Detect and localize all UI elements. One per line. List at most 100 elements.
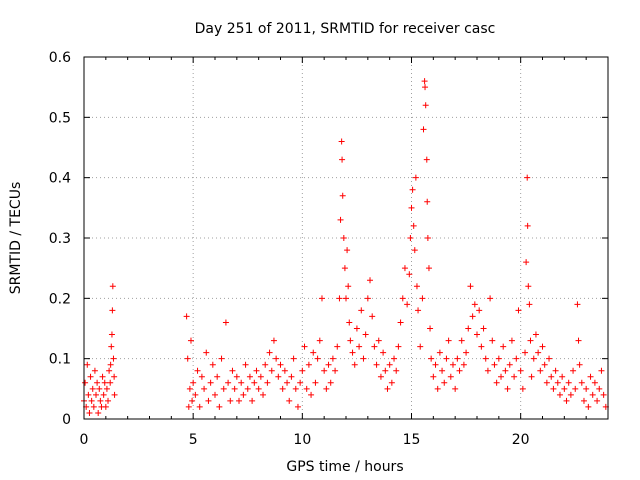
tick-labels: 0 5 10 15 20 0 0.1 0.2 0.3 0.4 0.5 0.6 — [49, 50, 530, 448]
data-point — [329, 355, 336, 362]
data-point — [550, 385, 557, 392]
data-point — [427, 325, 434, 332]
data-point — [107, 379, 114, 386]
data-point — [214, 373, 221, 380]
data-point — [399, 295, 406, 302]
data-point — [286, 397, 293, 404]
data-point — [186, 385, 193, 392]
data-point — [519, 385, 526, 392]
data-point — [525, 283, 532, 290]
data-point — [266, 349, 273, 356]
data-point — [362, 331, 369, 338]
data-point — [541, 361, 548, 368]
data-point — [449, 361, 456, 368]
data-point — [225, 379, 232, 386]
data-point — [469, 313, 476, 320]
data-point — [454, 355, 461, 362]
data-point — [552, 367, 559, 374]
data-point — [369, 313, 376, 320]
data-point — [576, 361, 583, 368]
y-tick-label: 0.1 — [49, 352, 71, 368]
data-point — [598, 367, 605, 374]
data-point — [404, 301, 411, 308]
data-point — [526, 301, 533, 308]
data-point — [575, 337, 582, 344]
data-point — [349, 349, 356, 356]
data-point — [367, 277, 374, 284]
data-point — [484, 367, 491, 374]
data-point — [192, 391, 199, 398]
data-point — [242, 361, 249, 368]
data-point — [264, 379, 271, 386]
data-point — [386, 361, 393, 368]
data-point — [471, 301, 478, 308]
data-point — [420, 126, 427, 133]
data-point — [246, 373, 253, 380]
data-point — [222, 319, 229, 326]
data-point — [528, 373, 535, 380]
data-point — [270, 337, 277, 344]
data-point — [424, 198, 431, 205]
data-point — [273, 355, 280, 362]
data-point — [458, 337, 465, 344]
data-point — [344, 247, 351, 254]
data-point — [94, 379, 101, 386]
data-point — [220, 385, 227, 392]
data-point — [194, 367, 201, 374]
data-point — [395, 343, 402, 350]
data-point — [236, 397, 243, 404]
data-point — [570, 367, 577, 374]
data-point — [87, 373, 94, 380]
data-point — [587, 373, 594, 380]
data-point — [546, 355, 553, 362]
data-point — [305, 361, 312, 368]
data-point — [556, 391, 563, 398]
data-point — [110, 355, 117, 362]
y-tick-label: 0.2 — [49, 291, 71, 307]
x-tick-label: 5 — [189, 432, 198, 448]
data-point — [393, 367, 400, 374]
data-point — [415, 307, 422, 314]
data-point — [310, 349, 317, 356]
data-point — [574, 301, 581, 308]
data-point — [327, 379, 334, 386]
data-point — [184, 355, 191, 362]
data-point — [97, 397, 104, 404]
data-point — [517, 367, 524, 374]
data-point — [109, 283, 116, 290]
data-point — [423, 156, 430, 163]
data-point — [583, 385, 590, 392]
data-point — [85, 391, 92, 398]
data-point — [436, 349, 443, 356]
data-point — [260, 391, 267, 398]
data-point — [432, 361, 439, 368]
data-point — [487, 295, 494, 302]
data-point — [539, 343, 546, 350]
data-point — [111, 373, 118, 380]
data-point — [434, 385, 441, 392]
data-point — [297, 379, 304, 386]
data-point — [504, 385, 511, 392]
data-point — [578, 379, 585, 386]
data-point — [249, 397, 256, 404]
data-point — [253, 367, 260, 374]
data-point — [380, 349, 387, 356]
data-point — [294, 403, 301, 410]
data-point — [353, 325, 360, 332]
data-point — [502, 367, 509, 374]
data-point — [506, 361, 513, 368]
data-point — [299, 367, 306, 374]
data-point — [532, 331, 539, 338]
data-point — [323, 385, 330, 392]
data-point — [301, 343, 308, 350]
data-point — [410, 222, 417, 229]
data-point — [281, 367, 288, 374]
data-point — [82, 379, 89, 386]
data-point — [238, 379, 245, 386]
data-point — [524, 222, 531, 229]
data-point — [275, 373, 282, 380]
data-point — [500, 343, 507, 350]
data-point — [480, 325, 487, 332]
data-point — [312, 379, 319, 386]
